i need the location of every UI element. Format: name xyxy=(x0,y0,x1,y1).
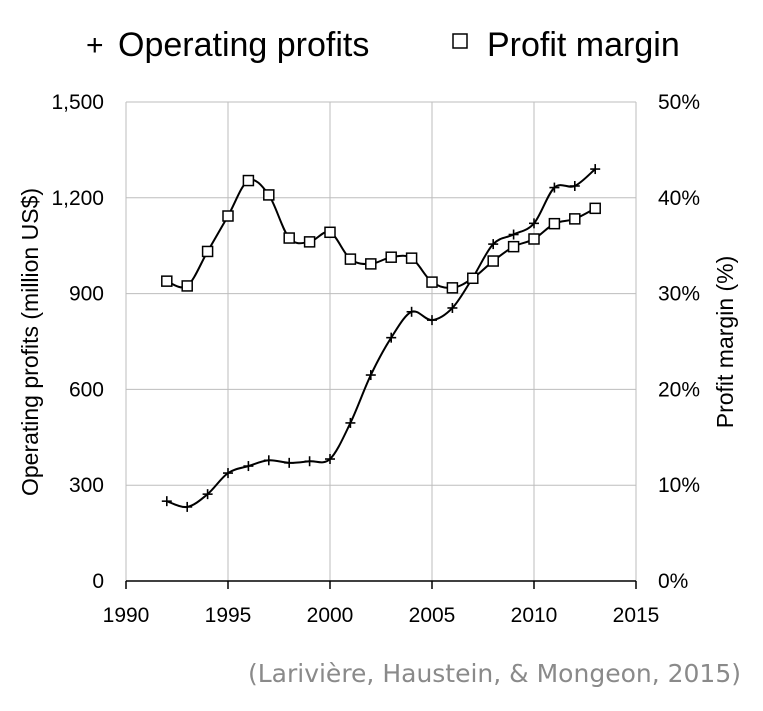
legend-plus-marker: + xyxy=(86,29,104,62)
profit-margin-point xyxy=(467,272,479,285)
y-tick-label: 600 xyxy=(69,378,104,401)
y2-tick-label: 0% xyxy=(658,570,688,593)
operating-profits-line xyxy=(166,168,596,509)
operating-profits-point xyxy=(386,332,397,343)
profit-margin-point xyxy=(507,240,520,253)
operating-profits-point xyxy=(202,489,213,500)
profit-margin-series xyxy=(161,174,601,294)
operating-profits-point xyxy=(161,496,172,507)
profit-margin-point xyxy=(528,233,540,245)
operating-profits-point xyxy=(345,417,356,428)
profit-margin-point xyxy=(446,282,459,294)
y2-tick-label: 50% xyxy=(658,91,700,114)
y2-tick-label: 30% xyxy=(658,283,700,306)
x-tick-label: 2005 xyxy=(409,604,456,627)
x-tick-label: 2000 xyxy=(307,604,354,627)
profit-margin-point xyxy=(344,253,357,265)
operating-profits-point xyxy=(427,315,437,326)
y-tick-label: 1,200 xyxy=(51,187,104,210)
y-tick-label: 1,500 xyxy=(51,91,104,114)
profit-margin-point xyxy=(405,252,418,264)
profit-margin-line xyxy=(166,178,596,289)
profit-margin-point xyxy=(283,232,295,244)
operating-profits-point xyxy=(508,229,519,240)
profit-margin-point xyxy=(303,236,316,248)
legend-square-marker xyxy=(452,33,468,49)
profit-margin-point xyxy=(426,276,438,288)
profit-margin-point xyxy=(385,251,397,263)
ticks: 0 300 600 900 1,200 1,500 0% 10% 20% 30% 40% 50% 199… xyxy=(51,91,700,627)
y-axis-title: Operating profits (million US$) xyxy=(17,188,43,496)
y-tick-label: 300 xyxy=(69,474,104,497)
y-tick-label: 0 xyxy=(92,570,104,593)
profit-margin-point xyxy=(487,255,499,267)
profit-margin-point xyxy=(201,245,214,258)
operating-profits-point xyxy=(406,306,417,317)
operating-profits-point xyxy=(263,455,274,466)
series-layer xyxy=(161,164,601,512)
x-tick-label: 1995 xyxy=(205,604,252,627)
operating-profits-point xyxy=(304,456,315,467)
legend-operating-profits-label: Operating profits xyxy=(118,26,369,64)
y-tick-label: 900 xyxy=(69,283,104,306)
operating-profits-point xyxy=(365,370,376,381)
operating-profits-point xyxy=(182,501,193,512)
y2-tick-label: 20% xyxy=(658,378,700,401)
profit-margin-point xyxy=(263,189,275,201)
y2-axis-title: Profit margin (%) xyxy=(712,256,738,429)
profit-margin-point xyxy=(222,210,234,222)
operating-profits-point xyxy=(488,239,499,250)
operating-profits-point xyxy=(325,454,335,465)
legend-profit-margin-label: Profit margin xyxy=(487,26,680,64)
x-tick-label: 1990 xyxy=(103,604,150,627)
profit-margin-point xyxy=(181,280,193,292)
operating-profits-point xyxy=(223,468,233,479)
operating-profits-point xyxy=(549,182,560,193)
operating-profits-point xyxy=(590,164,601,175)
y2-tick-label: 10% xyxy=(658,474,700,497)
operating-profits-point xyxy=(569,180,580,191)
citation-text: (Larivière, Haustein, & Mongeon, 2015) xyxy=(248,659,741,688)
operating-profits-point xyxy=(284,457,295,468)
profit-margin-point xyxy=(569,213,581,225)
x-tick-label: 2015 xyxy=(613,604,660,627)
grid-lines xyxy=(125,101,637,581)
x-tick-label: 2010 xyxy=(511,604,558,627)
legend: + Operating profits Profit margin xyxy=(86,26,680,64)
profit-margin-point xyxy=(589,202,601,215)
profit-margin-point xyxy=(365,258,377,270)
profit-margin-point xyxy=(242,174,255,187)
profit-margin-point xyxy=(548,217,561,230)
operating-profits-point xyxy=(529,218,539,229)
operating-profits-point xyxy=(243,461,254,472)
profit-margin-point xyxy=(324,226,336,239)
profit-margin-point xyxy=(161,275,173,287)
operating-profits-point xyxy=(447,302,458,313)
y2-tick-label: 40% xyxy=(658,187,700,210)
